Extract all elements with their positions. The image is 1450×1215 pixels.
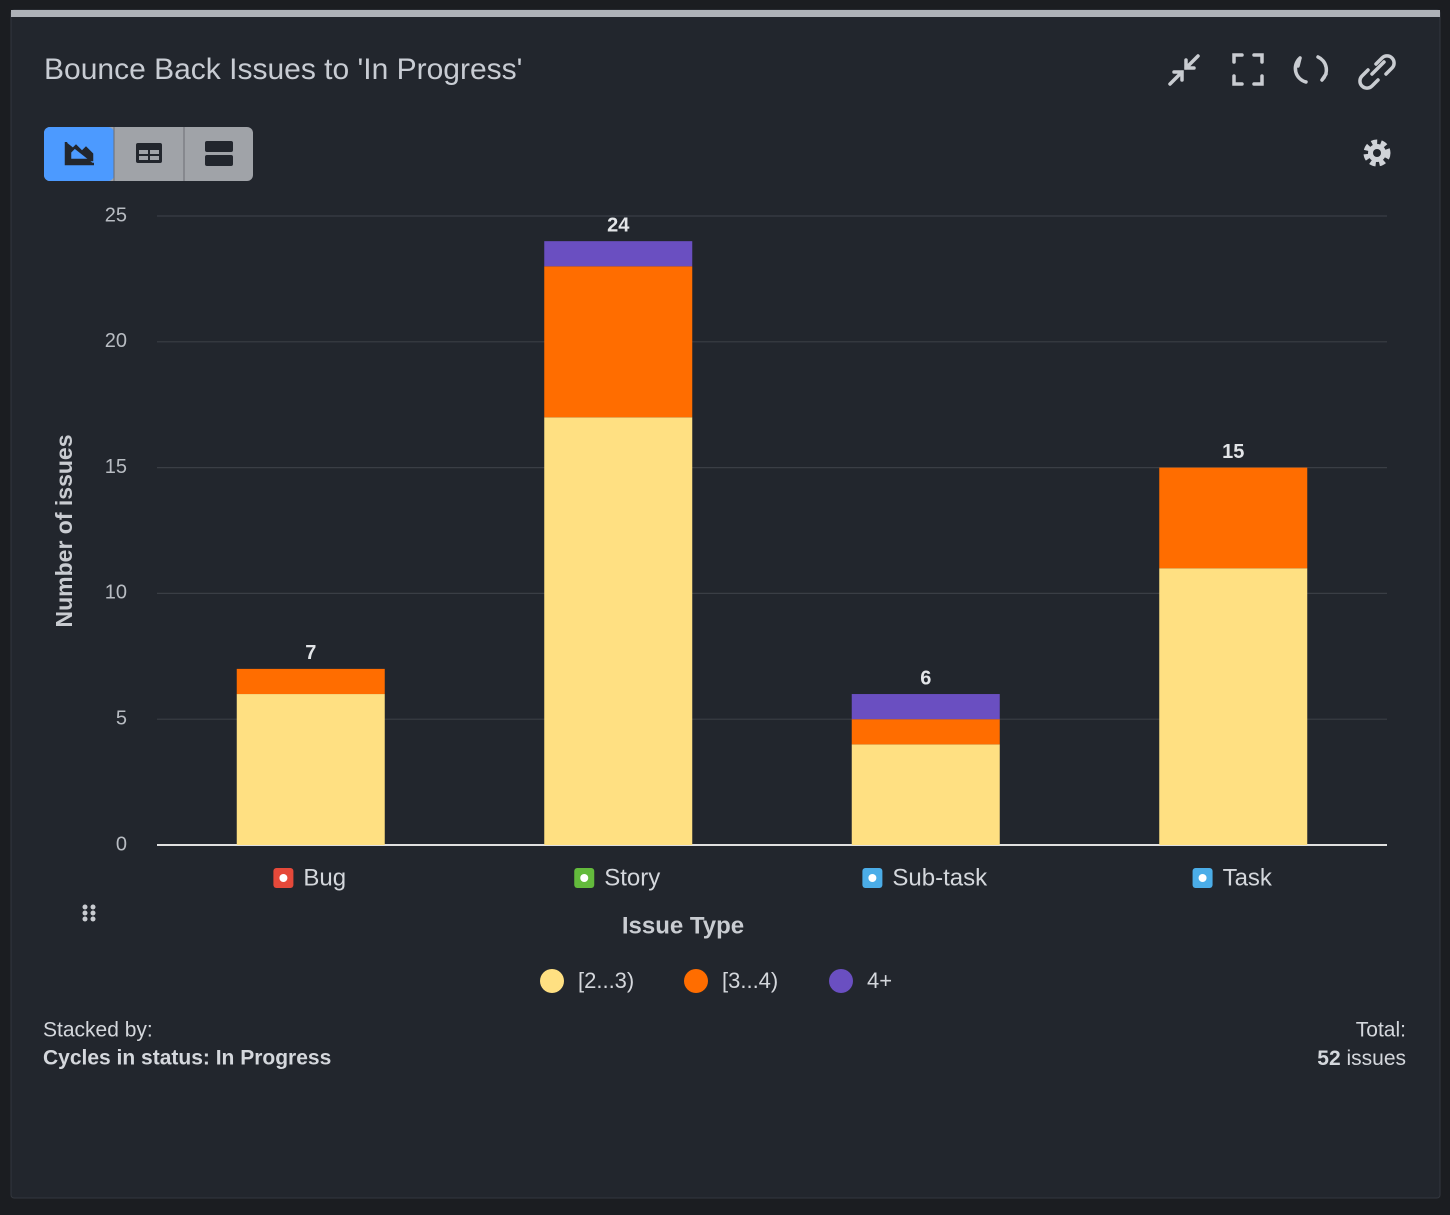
stacked-by-value: Cycles in status: In Progress — [43, 1047, 331, 1070]
y-tick-label: 5 — [116, 707, 127, 729]
total-value: 52 issues — [1317, 1047, 1406, 1070]
y-axis-title: Number of issues — [51, 435, 77, 628]
view-switcher — [44, 127, 253, 181]
chart-view-button[interactable] — [44, 127, 114, 181]
y-tick-label: 10 — [105, 582, 127, 604]
stacked-by-label: Stacked by: — [43, 1019, 153, 1042]
header-icons — [1168, 53, 1396, 90]
total-label: 6 — [920, 667, 931, 689]
bar-segment — [544, 241, 693, 267]
category-icon-mark — [1198, 874, 1207, 882]
bar-segment — [1159, 467, 1308, 569]
legend-label: [2...3) — [578, 968, 634, 993]
collapse-icon[interactable] — [1168, 54, 1200, 86]
drag-handle[interactable] — [82, 904, 96, 922]
bar-segment — [851, 744, 1000, 845]
bar-segment — [236, 668, 385, 695]
link-icon[interactable] — [1358, 54, 1396, 90]
total-label: 15 — [1222, 441, 1244, 463]
bar-segment — [851, 719, 1000, 745]
legend-label: [3...4) — [722, 968, 778, 993]
x-tick-label: Task — [1223, 864, 1273, 891]
total-count: 52 — [1317, 1047, 1340, 1070]
y-tick-label: 15 — [105, 456, 127, 478]
bar-segment — [1159, 568, 1308, 845]
total-unit: issues — [1346, 1047, 1406, 1070]
total-label: 24 — [607, 214, 630, 236]
legend-marker — [829, 969, 853, 993]
total-label: 7 — [305, 642, 316, 664]
x-tick-label: Bug — [303, 864, 346, 891]
x-tick-label: Story — [604, 864, 660, 891]
bar-segment — [544, 417, 693, 845]
refresh-icon[interactable] — [1293, 55, 1329, 84]
bar-segment — [544, 266, 693, 418]
fullscreen-icon[interactable] — [1232, 53, 1264, 86]
top-border — [11, 10, 1440, 17]
x-axis-title: Issue Type — [622, 912, 744, 939]
x-tick-label: Sub-task — [892, 864, 988, 891]
list-view-button[interactable] — [205, 141, 233, 166]
chart-icon — [64, 142, 94, 166]
bar-segment — [236, 694, 385, 845]
widget-title: Bounce Back Issues to 'In Progress' — [44, 53, 522, 86]
table-view-button[interactable] — [136, 143, 162, 163]
legend-marker — [684, 969, 708, 993]
legend-label: 4+ — [867, 968, 892, 993]
category-icon-mark — [580, 874, 589, 882]
y-tick-label: 0 — [116, 833, 127, 855]
total-label: Total: — [1356, 1019, 1406, 1042]
settings-icon[interactable] — [1363, 139, 1391, 167]
category-icon-mark — [279, 874, 288, 882]
y-tick-label: 25 — [105, 204, 127, 226]
bar-segment — [851, 694, 1000, 720]
category-icon-mark — [868, 874, 877, 882]
legend-marker — [540, 969, 564, 993]
y-tick-label: 20 — [105, 330, 127, 352]
